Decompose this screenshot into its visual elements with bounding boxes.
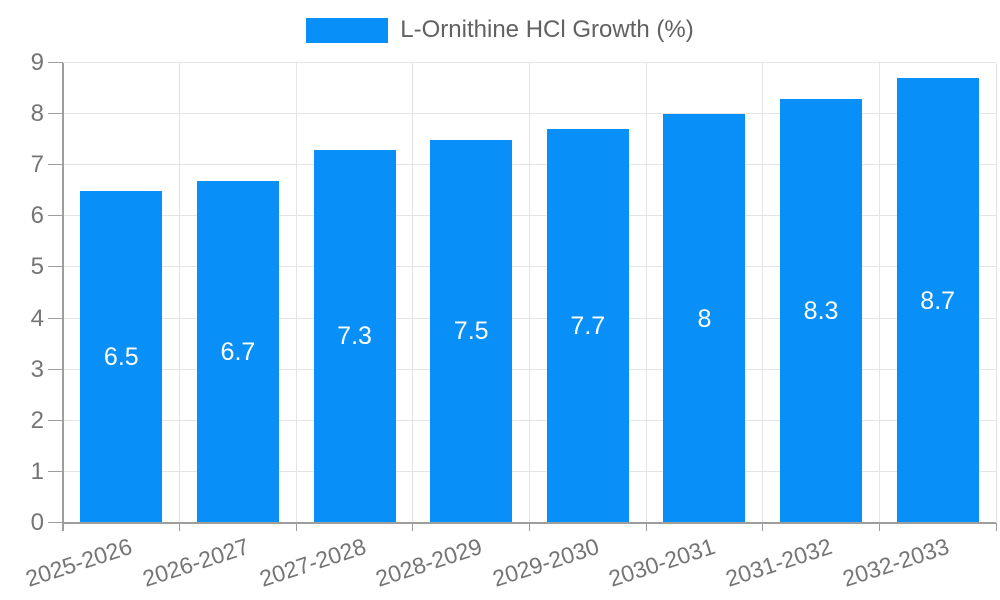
- bar-value-label: 6.7: [220, 337, 256, 366]
- bar-2025-2026[interactable]: 6.5: [80, 190, 163, 523]
- y-axis-label: 9: [30, 49, 44, 76]
- y-axis-line: [62, 63, 64, 531]
- x-axis-label: 2025-2026: [22, 533, 136, 592]
- chart-legend: L-Ornithine HCl Growth (%): [0, 14, 1000, 46]
- y-axis-label: 0: [30, 509, 44, 536]
- x-axis-label: 2026-2027: [139, 533, 252, 592]
- x-axis-label: 2027-2028: [255, 533, 369, 592]
- y-axis-label: 8: [30, 100, 44, 128]
- y-axis-tick: [48, 419, 63, 421]
- x-axis-label: 2031-2032: [722, 533, 836, 592]
- bar-2026-2027[interactable]: 6.7: [196, 180, 279, 523]
- y-axis-tick: [48, 62, 63, 63]
- x-axis-tick: [645, 523, 647, 531]
- bar-2028-2029[interactable]: 7.5: [430, 139, 513, 523]
- x-gridline: [995, 63, 997, 523]
- x-gridline: [412, 63, 414, 523]
- y-axis-tick: [48, 522, 63, 523]
- y-axis-label: 5: [30, 253, 44, 281]
- x-gridline: [878, 63, 880, 523]
- y-axis-label: 4: [30, 304, 44, 332]
- x-axis-tick: [762, 523, 764, 531]
- y-axis-tick: [48, 113, 63, 115]
- x-axis-label: 2030-2031: [605, 533, 719, 592]
- x-axis-tick: [412, 523, 414, 531]
- legend-swatch: [306, 17, 389, 43]
- bar-2031-2032[interactable]: 8.3: [780, 98, 863, 523]
- y-axis-label: 3: [30, 355, 44, 383]
- y-axis-label: 1: [30, 457, 44, 485]
- y-gridline: [63, 62, 996, 63]
- bar-value-label: 7.5: [453, 317, 489, 346]
- x-axis-tick: [878, 523, 880, 531]
- x-gridline: [179, 63, 181, 523]
- bar-value-label: 7.7: [570, 312, 606, 341]
- x-gridline: [645, 63, 647, 523]
- y-axis-label: 6: [30, 202, 44, 230]
- bar-value-label: 8: [697, 304, 712, 333]
- y-axis-tick: [48, 317, 63, 319]
- bar-2030-2031[interactable]: 8: [663, 114, 746, 523]
- bar-value-label: 6.5: [103, 342, 139, 371]
- x-axis-label: 2029-2030: [489, 533, 602, 592]
- x-gridline: [295, 63, 297, 523]
- y-axis-label: 2: [30, 406, 44, 434]
- bar-2027-2028[interactable]: 7.3: [313, 149, 396, 523]
- x-axis-tick: [295, 523, 297, 531]
- bar-2032-2033[interactable]: 8.7: [896, 78, 979, 523]
- bar-value-label: 7.3: [337, 322, 372, 351]
- y-axis-tick: [48, 470, 63, 472]
- x-axis-label: 2028-2029: [372, 533, 486, 592]
- y-axis-tick: [48, 215, 63, 217]
- x-gridline: [529, 63, 530, 523]
- y-axis-tick: [48, 368, 63, 370]
- bar-value-label: 8.3: [803, 296, 839, 325]
- x-axis-tick: [179, 523, 181, 531]
- x-axis-tick: [529, 523, 530, 531]
- bar-value-label: 8.7: [920, 286, 956, 315]
- x-axis-label: 2032-2033: [839, 533, 952, 592]
- y-axis-tick: [48, 164, 63, 166]
- x-gridline: [762, 63, 764, 523]
- y-axis-tick: [48, 266, 63, 268]
- bar-2029-2030[interactable]: 7.7: [546, 129, 629, 523]
- legend-label: L-Ornithine HCl Growth (%): [400, 16, 694, 43]
- x-axis-tick: [995, 523, 997, 531]
- y-axis-label: 7: [30, 151, 44, 179]
- x-axis-line: [63, 522, 996, 524]
